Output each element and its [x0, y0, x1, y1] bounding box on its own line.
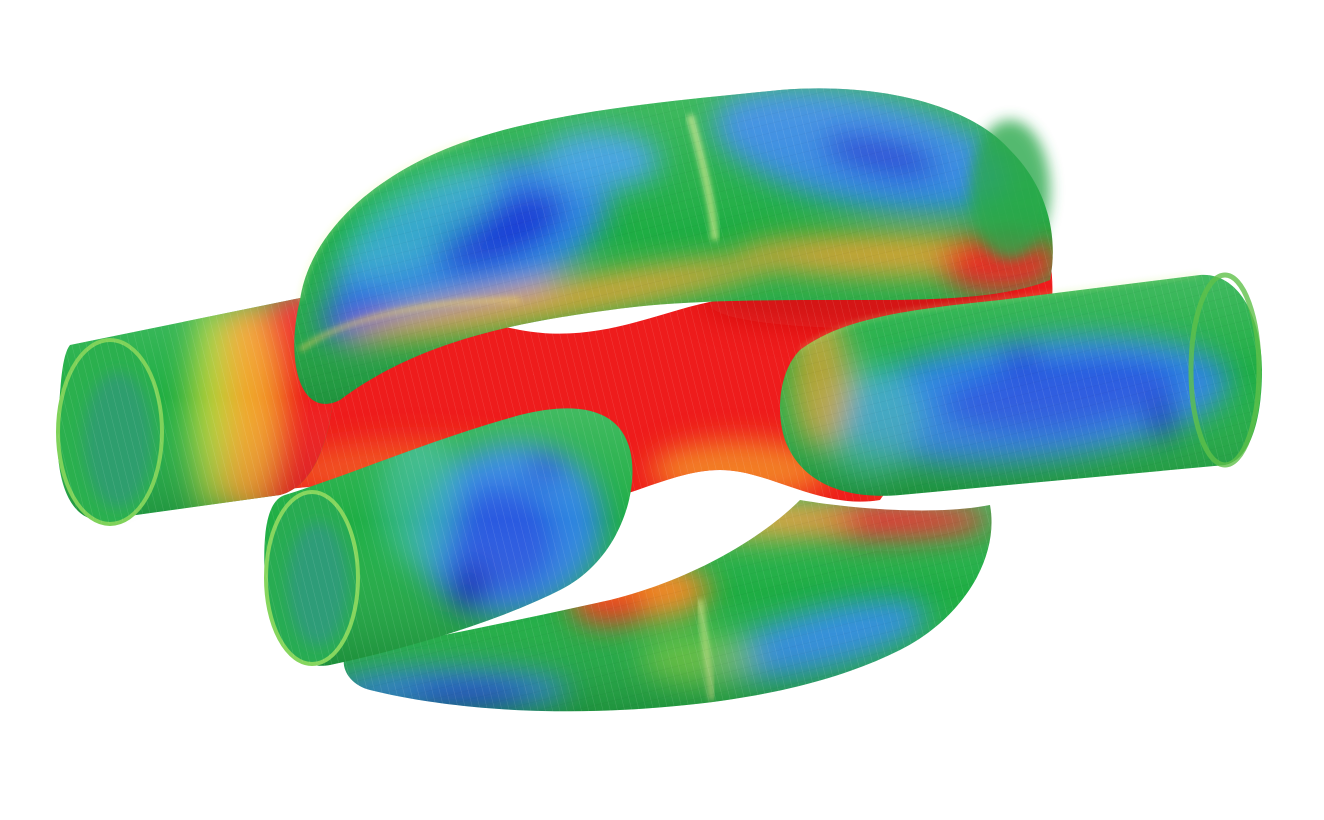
- front-cylinder-end-cap: [264, 490, 360, 666]
- left-cylinder-end-cap: [56, 338, 164, 526]
- surface-edge-highlights: [298, 138, 1201, 352]
